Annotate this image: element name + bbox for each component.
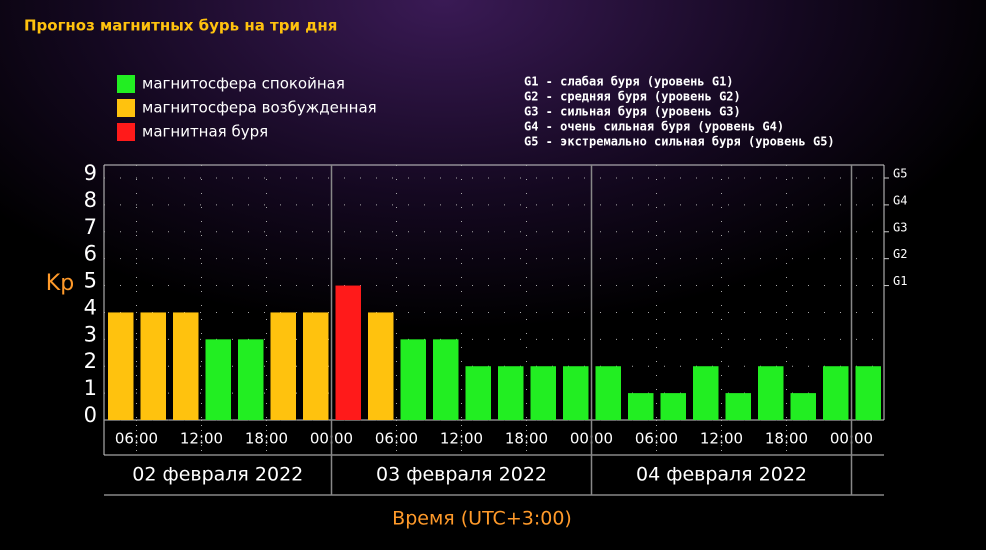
x-tick-label: 06:00 bbox=[375, 430, 418, 448]
legend-label: магнитосфера возбужденная bbox=[142, 99, 377, 117]
bar bbox=[335, 285, 361, 420]
x-tick-label: 12:00 bbox=[180, 430, 223, 448]
x-tick-label: 12:00 bbox=[700, 430, 743, 448]
y2-tick-label: G5 bbox=[893, 167, 907, 181]
bar bbox=[725, 393, 751, 420]
bar bbox=[108, 312, 134, 420]
bar bbox=[205, 339, 231, 420]
y2-tick-label: G4 bbox=[893, 193, 907, 207]
scale-note: G5 - экстремально сильная буря (уровень … bbox=[524, 135, 835, 149]
legend-label: магнитная буря bbox=[142, 123, 268, 141]
bar bbox=[400, 339, 426, 420]
legend-swatch bbox=[117, 123, 135, 141]
x-axis-label: Время (UTC+3:00) bbox=[392, 508, 572, 530]
scale-note: G1 - слабая буря (уровень G1) bbox=[524, 75, 734, 89]
bar bbox=[433, 339, 459, 420]
y-tick-label: 5 bbox=[84, 269, 97, 293]
y-tick-label: 6 bbox=[84, 242, 97, 266]
legend-swatch bbox=[117, 99, 135, 117]
scale-note: G4 - очень сильная буря (уровень G4) bbox=[524, 120, 784, 134]
y-tick-label: 3 bbox=[84, 322, 97, 346]
y-tick-label: 1 bbox=[84, 376, 97, 400]
bar bbox=[563, 366, 589, 420]
legend-label: магнитосфера спокойная bbox=[142, 75, 345, 93]
y2-tick-label: G3 bbox=[893, 220, 907, 234]
bar bbox=[173, 312, 199, 420]
bar bbox=[498, 366, 524, 420]
x-tick-label: 12:00 bbox=[440, 430, 483, 448]
x-tick-label: 06:00 bbox=[635, 430, 678, 448]
scale-note: G2 - средняя буря (уровень G2) bbox=[524, 90, 741, 104]
day-label: 03 февраля 2022 bbox=[376, 464, 547, 486]
bar bbox=[303, 312, 329, 420]
bar bbox=[790, 393, 816, 420]
y-tick-label: 8 bbox=[84, 188, 97, 212]
chart-title: Прогноз магнитных бурь на три дня bbox=[24, 17, 337, 35]
bar bbox=[855, 366, 881, 420]
legend-swatch bbox=[117, 75, 135, 93]
bar bbox=[140, 312, 166, 420]
y-tick-label: 0 bbox=[84, 403, 97, 427]
bar bbox=[270, 312, 296, 420]
bar bbox=[465, 366, 491, 420]
x-tick-label: 18:00 bbox=[505, 430, 548, 448]
y2-tick-label: G2 bbox=[893, 247, 907, 261]
y-tick-label: 4 bbox=[84, 295, 97, 319]
scale-note: G3 - сильная буря (уровень G3) bbox=[524, 105, 741, 119]
day-label: 04 февраля 2022 bbox=[636, 464, 807, 486]
bar bbox=[660, 393, 686, 420]
bar bbox=[628, 393, 654, 420]
y-tick-label: 7 bbox=[84, 215, 97, 239]
y-axis-label: Kp bbox=[46, 271, 74, 296]
y2-tick-label: G1 bbox=[893, 274, 907, 288]
x-tick-label: 18:00 bbox=[245, 430, 288, 448]
bar bbox=[758, 366, 784, 420]
x-tick-label: 18:00 bbox=[765, 430, 808, 448]
bar bbox=[693, 366, 719, 420]
bar bbox=[368, 312, 394, 420]
y-tick-label: 9 bbox=[84, 161, 97, 185]
bar bbox=[530, 366, 556, 420]
bar bbox=[823, 366, 849, 420]
day-label: 02 февраля 2022 bbox=[132, 464, 303, 486]
x-tick-label: 06:00 bbox=[115, 430, 158, 448]
bar bbox=[238, 339, 264, 420]
y-tick-label: 2 bbox=[84, 349, 97, 373]
bar bbox=[595, 366, 621, 420]
